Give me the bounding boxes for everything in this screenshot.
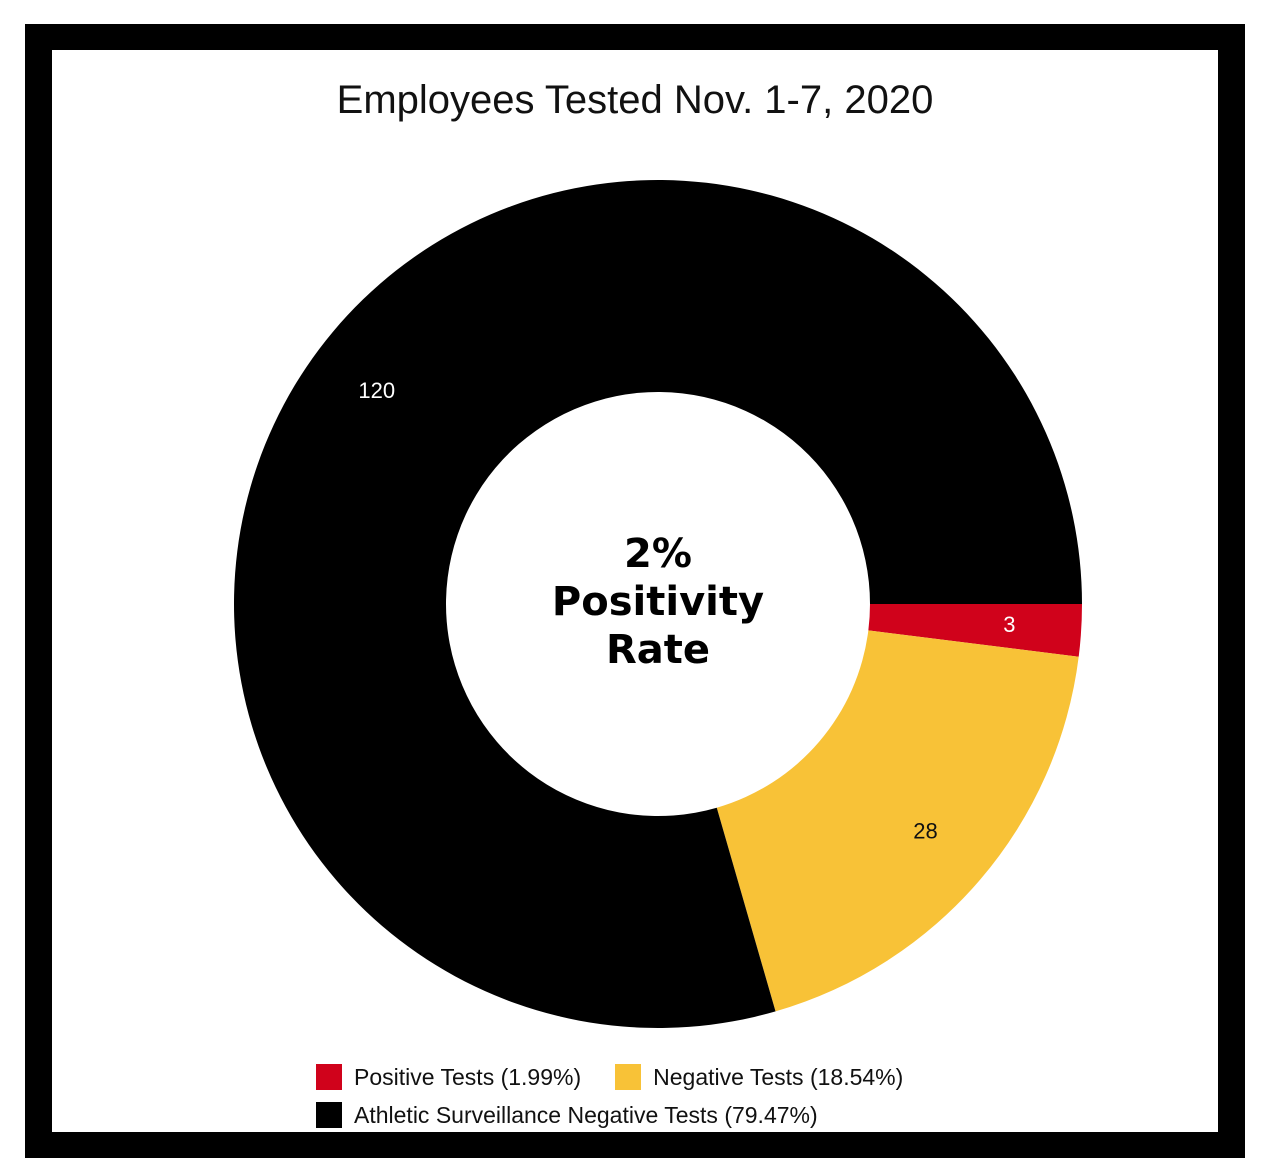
center-text-line-1: 2% <box>624 531 692 577</box>
legend-item-negative-tests: Negative Tests (18.54%) <box>615 1064 903 1091</box>
center-text-line-3: Rate <box>606 627 710 673</box>
data-label-athletic: 120 <box>358 378 395 403</box>
chart-title: Employees Tested Nov. 1-7, 2020 <box>336 78 934 122</box>
chart-panel: Employees Tested Nov. 1-7, 2020 3 28 120 2%… <box>52 50 1218 1132</box>
slice-negative <box>716 630 1079 1012</box>
legend-label-negative: Negative Tests (18.54%) <box>653 1063 904 1090</box>
legend-swatch-positive <box>316 1064 342 1090</box>
slice-athletic <box>234 179 1083 1028</box>
legend-swatch-negative <box>615 1064 642 1090</box>
chart-legend: Positive Tests (1.99%) Negative Tests (1… <box>316 1058 937 1134</box>
center-text-line-2: Positivity <box>552 579 764 625</box>
data-label-positive: 3 <box>1003 612 1015 637</box>
legend-swatch-athletic <box>316 1102 342 1128</box>
legend-label-athletic: Athletic Surveillance Negative Tests (79… <box>354 1101 818 1128</box>
chart-frame: Employees Tested Nov. 1-7, 2020 3 28 120 2%… <box>25 24 1245 1158</box>
legend-item-athletic-tests: Athletic Surveillance Negative Tests (79… <box>316 1102 818 1129</box>
slice-positive <box>868 604 1082 657</box>
data-label-negative: 28 <box>913 819 937 844</box>
legend-item-positive-tests: Positive Tests (1.99%) <box>316 1064 581 1091</box>
legend-label-positive: Positive Tests (1.99%) <box>354 1063 582 1090</box>
